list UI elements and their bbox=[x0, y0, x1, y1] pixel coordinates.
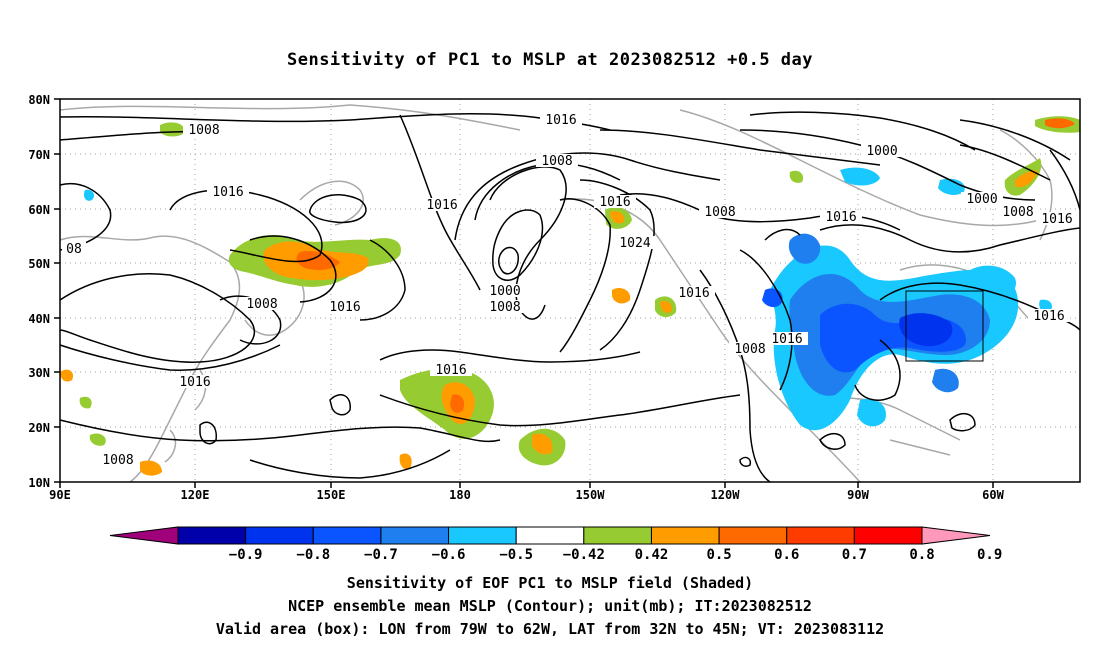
colorbar-swatch bbox=[718, 526, 788, 545]
contour-label: 1016 bbox=[678, 286, 709, 301]
colorbar-swatch bbox=[312, 526, 382, 545]
tick-marks bbox=[54, 98, 994, 488]
lat-tick-label: 20N bbox=[28, 421, 50, 435]
colorbar-label: −0.9 bbox=[229, 547, 263, 563]
contour-label: 08 bbox=[66, 242, 82, 257]
lon-tick-label: 120E bbox=[181, 488, 210, 502]
contour-label: 1016 bbox=[771, 332, 802, 347]
contour-label: 1016 bbox=[212, 185, 243, 200]
lat-tick-label: 80N bbox=[28, 93, 50, 107]
colorbar-label: −0.6 bbox=[432, 547, 466, 563]
colorbar-label: −0.5 bbox=[499, 547, 533, 563]
lat-tick-label: 50N bbox=[28, 257, 50, 271]
lon-tick-label: 150E bbox=[317, 488, 346, 502]
contour-label: 1016 bbox=[179, 375, 210, 390]
caption-line-1: Sensitivity of EOF PC1 to MSLP field (Sh… bbox=[346, 574, 754, 592]
caption-line-2: NCEP ensemble mean MSLP (Contour); unit(… bbox=[288, 597, 812, 615]
lat-tick-label: 30N bbox=[28, 366, 50, 380]
contour-label: 1008 bbox=[1002, 205, 1033, 220]
negative-sensitivity-shading bbox=[83, 167, 1052, 431]
colorbar-swatch bbox=[515, 526, 585, 545]
contour-label: 1016 bbox=[545, 113, 576, 128]
colorbar: −0.9 −0.8 −0.7 −0.6 −0.5 −0.42 0.42 0.5 0.6 0.7 0.… bbox=[109, 526, 1002, 563]
lon-tick-label: 90E bbox=[49, 488, 71, 502]
contour-label: 1016 bbox=[825, 210, 856, 225]
contour-labels: 1008 1016 1016 1008 1016 1016 1024 1008 … bbox=[62, 113, 1078, 468]
contour-label: 1008 bbox=[188, 123, 219, 138]
colorbar-label: 0.9 bbox=[977, 547, 1002, 563]
colorbar-swatch bbox=[448, 526, 517, 545]
positive-sensitivity-shading bbox=[60, 116, 1080, 476]
colorbar-swatch bbox=[853, 526, 923, 545]
contour-label: 1008 bbox=[704, 205, 735, 220]
contour-label: 1008 bbox=[734, 342, 765, 357]
caption-line-3: Valid area (box): LON from 79W to 62W, L… bbox=[215, 620, 885, 638]
colorbar-swatch bbox=[786, 526, 855, 545]
colorbar-label: 0.6 bbox=[774, 547, 799, 563]
lon-axis: 90E 120E 150E 180 150W 120W 90W 60W bbox=[49, 488, 1004, 502]
colorbar-swatch bbox=[650, 526, 720, 545]
contour-label: 1016 bbox=[426, 198, 457, 213]
colorbar-swatch bbox=[583, 526, 652, 545]
colorbar-swatch bbox=[177, 526, 247, 545]
valid-area-box bbox=[905, 290, 984, 362]
contour-label: 1008 bbox=[541, 154, 572, 169]
contour-label: 1000 bbox=[489, 284, 520, 299]
lat-tick-label: 70N bbox=[28, 148, 50, 162]
colorbar-label: −0.8 bbox=[296, 547, 330, 563]
contour-label: 1008 bbox=[102, 453, 133, 468]
colorbar-swatch bbox=[380, 526, 450, 545]
coastlines bbox=[59, 104, 1053, 483]
contour-label: 1016 bbox=[1033, 309, 1064, 324]
lat-tick-label: 40N bbox=[28, 312, 50, 326]
map-frame bbox=[59, 98, 1081, 483]
colorbar-label: −0.42 bbox=[563, 547, 605, 563]
lon-tick-label: 60W bbox=[982, 488, 1004, 502]
colorbar-label: 0.5 bbox=[706, 547, 731, 563]
colorbar-label: −0.7 bbox=[364, 547, 398, 563]
contour-label: 1008 bbox=[489, 300, 520, 315]
colorbar-label: 0.7 bbox=[842, 547, 867, 563]
contour-label: 1016 bbox=[599, 195, 630, 210]
lat-tick-label: 10N bbox=[28, 476, 50, 490]
contour-label: 1008 bbox=[246, 297, 277, 312]
contour-label: 1024 bbox=[619, 236, 650, 251]
contour-label: 1000 bbox=[966, 192, 997, 207]
lon-tick-label: 90W bbox=[847, 488, 869, 502]
colorbar-swatch bbox=[245, 526, 314, 545]
contour-label: 1000 bbox=[866, 144, 897, 159]
contour-label: 1016 bbox=[329, 300, 360, 315]
colorbar-label: 0.8 bbox=[909, 547, 934, 563]
colorbar-label: 0.42 bbox=[635, 547, 669, 563]
lon-tick-label: 180 bbox=[449, 488, 471, 502]
figure-title: Sensitivity of PC1 to MSLP at 2023082512… bbox=[286, 50, 813, 70]
colorbar-extend-low bbox=[109, 526, 179, 545]
colorbar-extend-high bbox=[921, 526, 991, 545]
lon-tick-label: 150W bbox=[576, 488, 606, 502]
lat-axis: 80N 70N 60N 50N 40N 30N 20N 10N bbox=[28, 93, 50, 490]
contour-label: 1016 bbox=[435, 363, 466, 378]
contour-label: 1016 bbox=[1041, 212, 1072, 227]
lat-tick-label: 60N bbox=[28, 203, 50, 217]
lon-tick-label: 120W bbox=[711, 488, 741, 502]
